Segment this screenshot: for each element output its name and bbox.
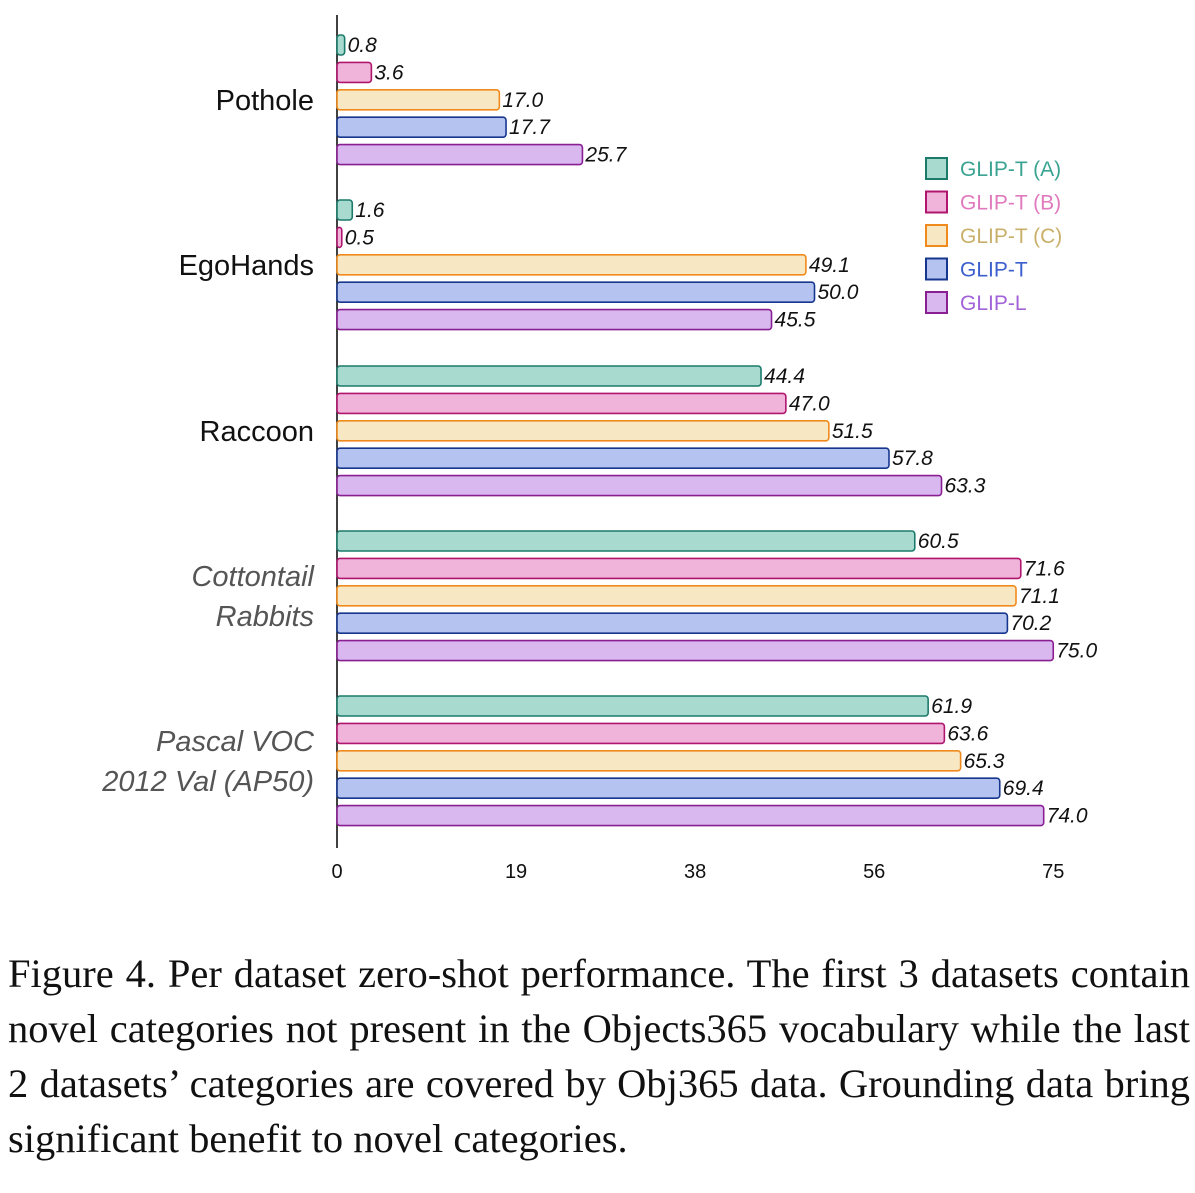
bar-chart: 0.8 1.6 44.4 60.5 61.9 3.6 0.5 47.0 71.6 63.6 17.0… [101, 15, 1097, 883]
bar-value-label: 17.7 [509, 116, 551, 139]
category-label: Raccoon [200, 416, 314, 448]
bar [336, 199, 354, 221]
bar-value-label: 71.1 [1019, 585, 1060, 608]
bar-value-label: 69.4 [1003, 777, 1044, 800]
bar [336, 281, 816, 304]
bar [336, 116, 507, 138]
legend-label: GLIP-L [960, 292, 1027, 315]
bar-value-label: 65.3 [964, 750, 1005, 773]
legend-swatch [925, 291, 948, 314]
x-tick-label: 0 [331, 861, 342, 883]
bar [336, 226, 343, 249]
category-label: Cottontail [191, 561, 315, 593]
bar-value-label: 0.8 [348, 34, 378, 57]
bar [336, 584, 1017, 607]
bar-value-label: 71.6 [1024, 557, 1065, 580]
bar-value-label: 57.8 [892, 447, 933, 470]
bar-value-label: 3.6 [374, 61, 404, 84]
category-label: 2012 Val (AP50) [101, 766, 314, 798]
bar-value-label: 74.0 [1047, 805, 1088, 828]
bar [336, 392, 787, 415]
bar [336, 612, 1009, 635]
bar [336, 308, 773, 331]
bar [336, 777, 1001, 800]
bar-value-label: 25.7 [584, 144, 627, 167]
legend-label: GLIP-T [960, 259, 1028, 282]
legend-swatch [925, 224, 948, 247]
x-tick-label: 19 [505, 861, 527, 883]
bar [336, 254, 807, 276]
bar [336, 749, 962, 772]
bar [336, 639, 1055, 662]
bar-value-label: 61.9 [931, 695, 972, 718]
bar-value-label: 50.0 [818, 281, 859, 304]
bar [336, 722, 946, 745]
bar-value-label: 45.5 [775, 309, 816, 332]
bar-value-label: 51.5 [832, 420, 873, 443]
legend-swatch [925, 190, 948, 214]
figure-caption: Figure 4. Per dataset zero-shot performa… [8, 951, 1190, 1161]
category-label: Pothole [216, 85, 314, 117]
x-tick-label: 75 [1042, 861, 1064, 883]
bar-value-label: 0.5 [345, 226, 375, 249]
bar-value-label: 47.0 [789, 392, 830, 415]
category-label: Rabbits [216, 601, 314, 633]
bar [336, 419, 830, 442]
bar-value-label: 70.2 [1010, 612, 1051, 635]
bar-value-label: 49.1 [809, 254, 850, 277]
bar [336, 365, 762, 387]
bar [336, 530, 916, 552]
legend-label: GLIP-T (C) [960, 225, 1062, 248]
legend-swatch [925, 257, 948, 281]
category-label: EgoHands [179, 250, 314, 282]
bar [336, 804, 1045, 827]
legend-label: GLIP-T (B) [960, 192, 1061, 215]
bar [336, 89, 501, 111]
bar-value-label: 75.0 [1056, 640, 1097, 663]
bar-value-label: 17.0 [502, 89, 543, 112]
bar-value-label: 44.4 [764, 365, 805, 388]
bar-value-label: 63.3 [945, 475, 986, 498]
category-label: Pascal VOC [156, 726, 315, 758]
bar-value-label: 1.6 [355, 199, 385, 222]
bar [336, 61, 373, 84]
bar [336, 447, 890, 470]
bar [336, 474, 943, 497]
x-tick-label: 38 [684, 861, 706, 883]
bar-value-label: 63.6 [947, 722, 988, 745]
legend-label: GLIP-T (A) [960, 158, 1061, 181]
bar [336, 143, 584, 166]
bar [336, 34, 346, 56]
x-tick-label: 56 [863, 861, 885, 883]
bar-value-label: 60.5 [918, 530, 959, 553]
bar [336, 557, 1022, 580]
bar [336, 695, 929, 717]
legend-swatch [925, 157, 948, 180]
